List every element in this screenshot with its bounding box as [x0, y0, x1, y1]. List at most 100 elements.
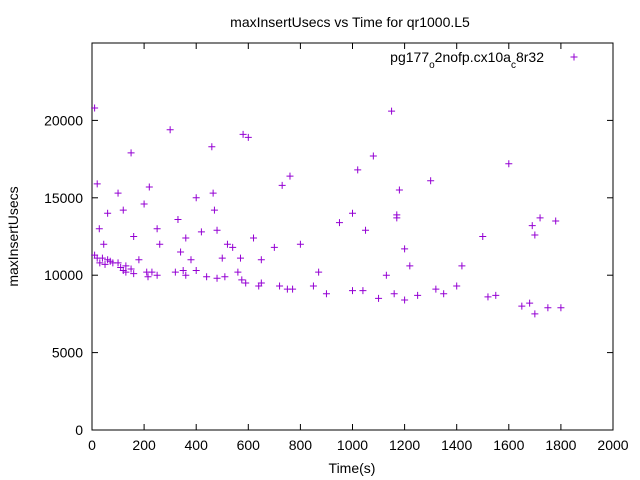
data-point	[130, 233, 138, 240]
data-point	[218, 254, 226, 262]
data-point	[362, 226, 370, 234]
data-point	[187, 256, 195, 264]
data-point	[209, 189, 217, 197]
legend-label: pg177o2nofp.cx10ac8r32	[390, 49, 544, 71]
data-point	[354, 166, 362, 174]
data-point	[223, 240, 231, 248]
data-point	[98, 254, 106, 262]
data-point	[531, 231, 539, 239]
data-point	[557, 304, 565, 312]
data-point	[250, 234, 258, 242]
data-point	[234, 268, 242, 276]
data-point	[479, 233, 487, 240]
legend-marker	[570, 53, 578, 61]
data-point	[192, 267, 200, 275]
data-point	[349, 287, 356, 295]
data-point	[229, 243, 237, 251]
data-point	[104, 209, 112, 217]
data-point	[309, 282, 317, 290]
x-tick-label: 2000	[597, 437, 628, 453]
chart-title: maxInsertUsecs vs Time for qr1000.L5	[230, 14, 470, 30]
data-point	[369, 152, 377, 160]
legend: pg177o2nofp.cx10ac8r32	[390, 49, 578, 71]
data-point	[100, 240, 108, 248]
data-point	[440, 290, 448, 298]
x-tick-label: 0	[88, 437, 96, 453]
x-tick-label: 1000	[337, 437, 368, 453]
data-point	[536, 214, 544, 222]
data-point	[101, 260, 109, 268]
data-point	[135, 256, 143, 264]
data-point	[130, 270, 138, 278]
data-point	[432, 285, 440, 293]
data-point	[122, 262, 130, 270]
data-point	[153, 271, 161, 279]
data-point	[552, 217, 560, 225]
data-point	[401, 245, 409, 253]
data-point	[179, 267, 187, 275]
data-point	[335, 219, 343, 227]
data-point	[221, 273, 229, 281]
data-point	[122, 268, 130, 276]
data-point	[390, 290, 398, 298]
data-point	[119, 206, 127, 214]
data-point	[182, 271, 190, 279]
data-point	[349, 209, 356, 217]
data-point	[144, 273, 152, 281]
data-point	[208, 143, 216, 151]
data-point	[296, 240, 304, 248]
data-point	[127, 265, 135, 273]
y-tick-label: 15000	[44, 190, 83, 206]
data-point	[393, 214, 401, 222]
data-point	[359, 287, 367, 295]
data-point	[544, 304, 552, 312]
y-tick-label: 5000	[52, 345, 83, 361]
data-point	[192, 194, 200, 202]
y-tick-label: 0	[75, 422, 83, 438]
data-point	[145, 183, 153, 191]
data-point	[526, 299, 534, 307]
data-point	[238, 276, 246, 284]
data-point	[213, 226, 221, 234]
data-point	[114, 189, 122, 197]
data-point	[395, 186, 403, 194]
data-point	[213, 274, 221, 282]
data-point	[270, 243, 278, 251]
data-point	[148, 268, 156, 276]
data-point	[276, 282, 284, 290]
y-axis: 0 5000 10000 15000 20000	[44, 112, 613, 438]
data-point	[95, 225, 103, 233]
data-point	[210, 206, 218, 214]
x-tick-label: 600	[237, 437, 261, 453]
x-tick-label: 800	[289, 437, 313, 453]
y-tick-label: 10000	[44, 267, 83, 283]
data-point	[166, 126, 174, 134]
data-point	[315, 268, 323, 276]
data-point	[239, 130, 247, 138]
y-axis-label: maxInsertUsecs	[5, 186, 21, 286]
data-point	[114, 259, 122, 267]
data-point	[278, 181, 286, 189]
data-point	[96, 259, 104, 267]
data-point	[177, 248, 185, 256]
data-point	[401, 296, 409, 304]
x-tick-label: 200	[132, 437, 156, 453]
data-point	[236, 254, 244, 262]
data-point	[91, 104, 99, 112]
data-point	[127, 149, 135, 157]
x-tick-label: 1200	[389, 437, 420, 453]
data-point	[375, 294, 383, 302]
data-point	[174, 215, 182, 223]
x-axis: 0 200 400 600 800 1000 1200 1400 1600 1800 2000	[88, 43, 629, 453]
data-point	[257, 256, 265, 264]
data-point	[197, 228, 205, 236]
data-point	[458, 262, 466, 270]
data-point	[156, 240, 164, 248]
data-point	[242, 279, 250, 287]
data-point	[289, 285, 297, 293]
data-point	[528, 222, 536, 230]
x-tick-label: 1800	[545, 437, 576, 453]
data-point	[427, 177, 435, 185]
data-point	[322, 290, 330, 298]
